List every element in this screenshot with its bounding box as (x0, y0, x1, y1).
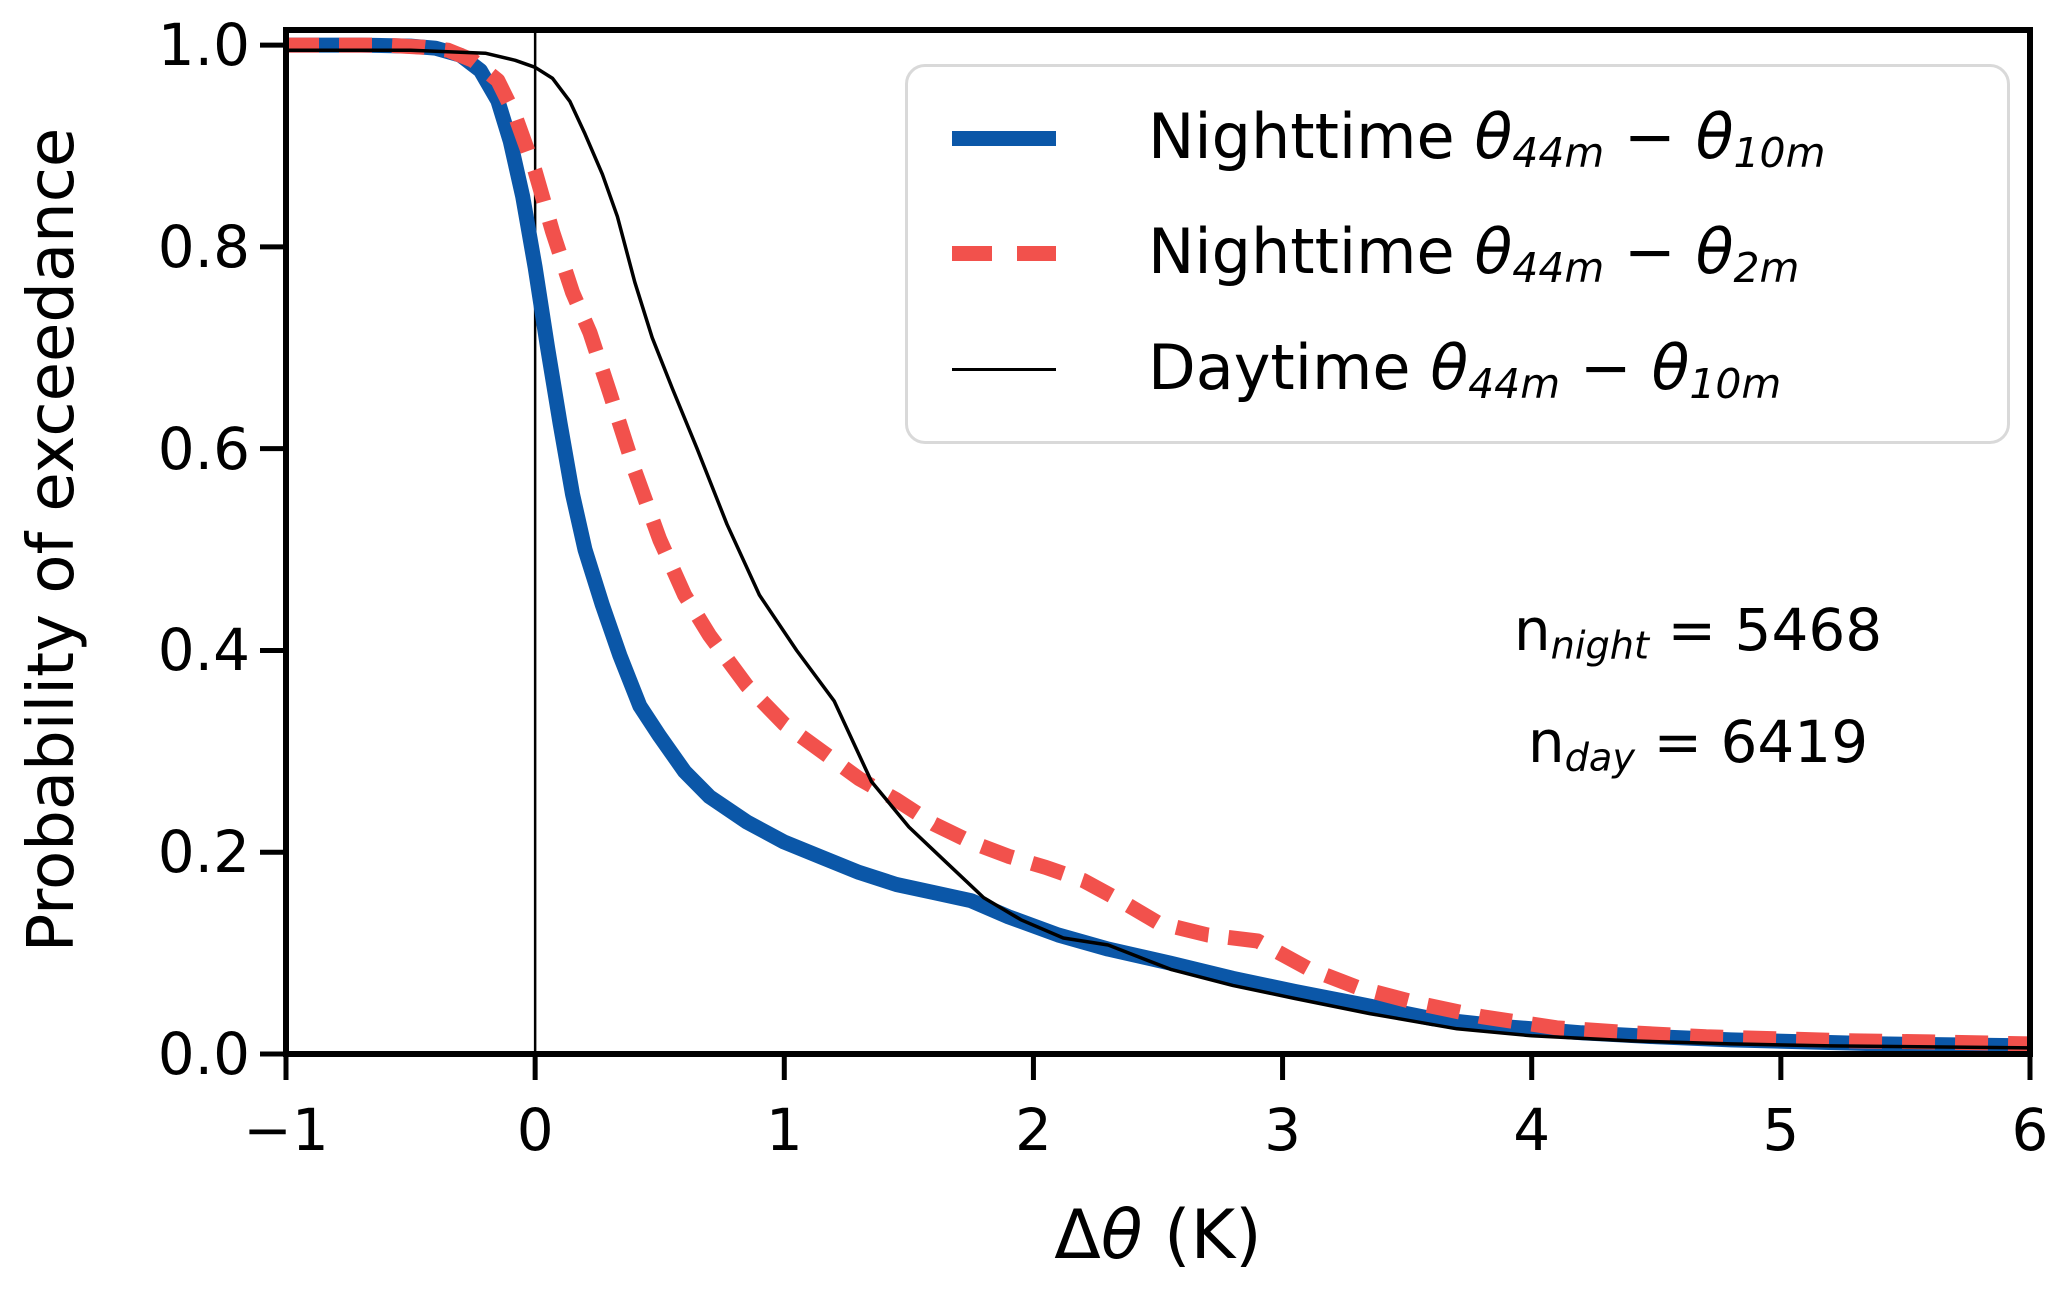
n-night-line: nnight = 5468 (1513, 596, 1883, 669)
legend: Nighttime θ44m − θ10m Nighttime θ44m − θ… (905, 64, 2010, 444)
x-axis-label-delta: Δ (1054, 1196, 1101, 1275)
legend-label: Daytime θ44m − θ10m (1148, 330, 1782, 408)
n-day-line: nday = 6419 (1527, 708, 1869, 781)
theta-symbol: θ (1651, 330, 1690, 404)
y-tick-label: 0.2 (157, 818, 250, 887)
legend-entry-nighttime-44m-10m: Nighttime θ44m − θ10m (952, 100, 1997, 177)
theta-symbol: θ (1695, 100, 1734, 174)
theta-symbol: θ (1100, 1196, 1143, 1275)
legend-line-sample-black-thin (952, 367, 1056, 372)
curve-daytime-44m-10m (286, 48, 2031, 1050)
x-axis-label-unit: (K) (1142, 1196, 1262, 1275)
x-axis-label: Δθ (K) (1054, 1196, 1261, 1275)
theta-symbol: θ (1474, 100, 1513, 174)
y-tick-label: 0.4 (157, 616, 250, 685)
curve-nighttime-44m-2m (286, 37, 2031, 1052)
y-tick-label: 0.0 (157, 1020, 250, 1088)
x-tick-label: 2 (1014, 1096, 1052, 1164)
axes-spines (283, 27, 2033, 1057)
x-tick-label: 1 (765, 1096, 803, 1164)
x-tick-label: 6 (2011, 1096, 2049, 1164)
x-tick-label: 3 (1264, 1096, 1302, 1164)
y-tick-label: 0.8 (157, 212, 250, 281)
legend-entry-daytime-44m-10m: Daytime θ44m − θ10m (952, 331, 1997, 408)
legend-label: Nighttime θ44m − θ2m (1148, 215, 1800, 293)
x-tick-label: −1 (243, 1096, 329, 1164)
y-tick-label: 0.6 (157, 414, 250, 483)
legend-entry-nighttime-44m-2m: Nighttime θ44m − θ2m (952, 215, 1997, 292)
x-tick-label: 0 (516, 1096, 554, 1164)
legend-label: Nighttime θ44m − θ10m (1148, 100, 1826, 178)
y-tick-label: 1.0 (157, 11, 250, 80)
theta-symbol: θ (1430, 330, 1469, 404)
theta-symbol: θ (1474, 215, 1513, 289)
sample-count-annotation: nnight = 5468 nday = 6419 (1514, 582, 1882, 807)
theta-symbol: θ (1695, 215, 1734, 289)
x-tick-label: 5 (1762, 1096, 1800, 1164)
x-tick-label: 4 (1513, 1096, 1551, 1164)
legend-line-sample-blue-solid (952, 131, 1056, 147)
legend-line-sample-red-dashed (952, 246, 1056, 262)
